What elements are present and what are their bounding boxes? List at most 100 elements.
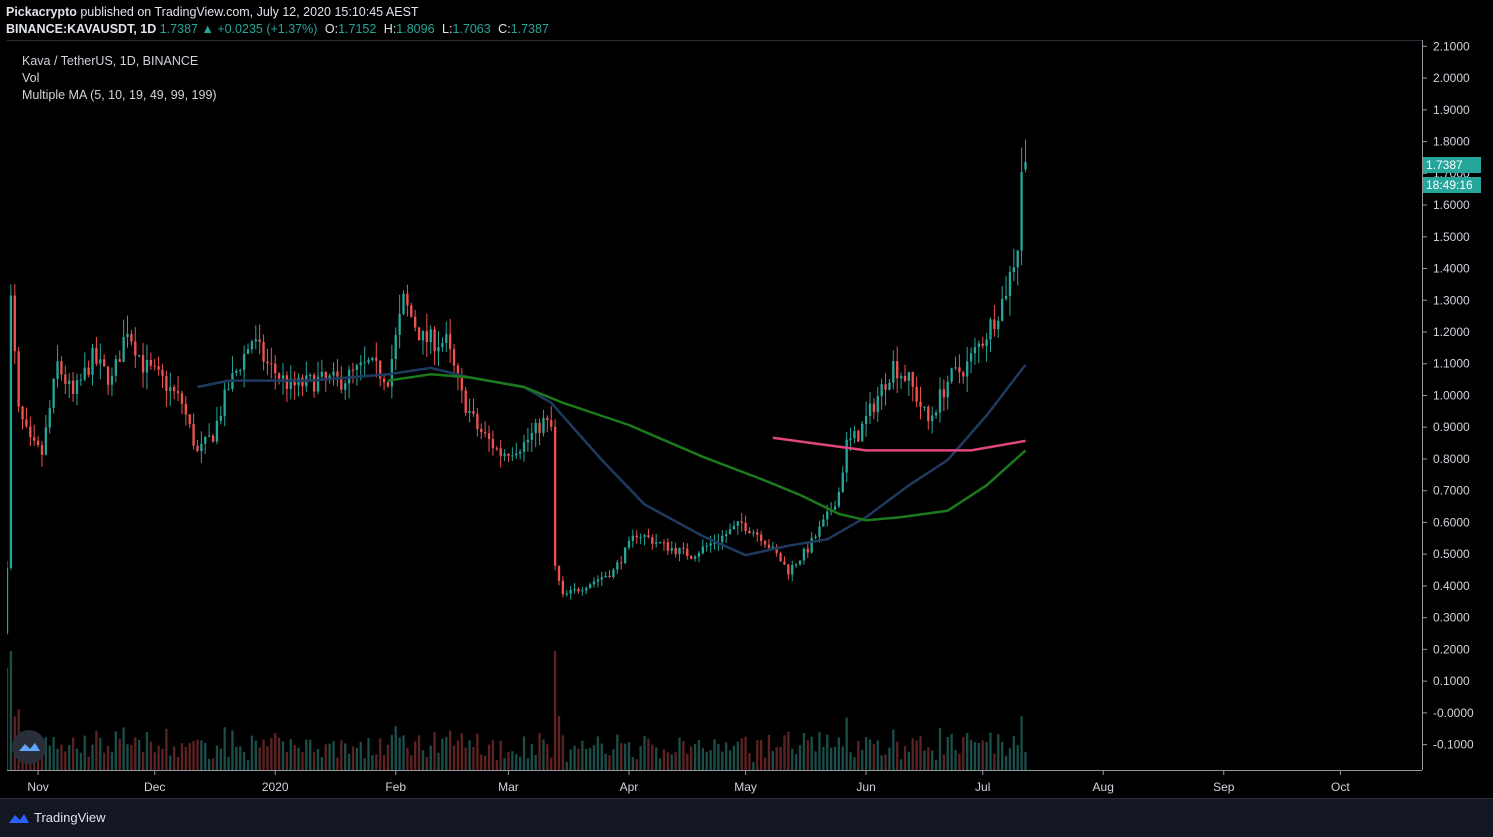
candle-body <box>697 553 701 557</box>
candle-body <box>542 417 545 434</box>
ma-199-line[interactable] <box>772 436 1026 452</box>
volume-bar <box>853 757 856 771</box>
candle-body <box>324 371 327 379</box>
candle-body <box>235 370 238 373</box>
candle-body <box>40 445 44 455</box>
candle-body <box>110 375 114 385</box>
candle-body <box>841 472 844 492</box>
footer-brand[interactable]: TradingView <box>34 810 106 825</box>
candle-body <box>429 329 432 343</box>
volume-bar <box>180 743 184 771</box>
legend-title[interactable]: Kava / TetherUS, 1D, BINANCE <box>22 54 199 68</box>
volume-bar <box>1008 748 1012 771</box>
volume-bar <box>110 751 114 771</box>
candle-body <box>585 588 588 591</box>
volume-bar <box>518 756 522 771</box>
candle-body <box>468 410 471 413</box>
candle-body <box>215 420 219 442</box>
volume-bar <box>868 739 872 771</box>
ma-49-line[interactable] <box>197 363 1027 557</box>
volume-bar <box>145 732 149 771</box>
chart-pane[interactable]: Kava / TetherUS, 1D, BINANCE Vol Multipl… <box>7 40 1422 771</box>
candle-body <box>736 521 739 526</box>
candle-body <box>1020 172 1023 251</box>
candle-body <box>71 380 75 394</box>
volume-bar <box>165 728 168 771</box>
volume-bar <box>635 759 638 771</box>
ohlc-line: BINANCE:KAVAUSDT, 1D 1.7387 ▲ +0.0235 (+… <box>6 22 549 36</box>
volume-bar <box>662 749 666 771</box>
candle-body <box>25 419 28 427</box>
volume-bar <box>670 754 673 771</box>
candle-body <box>892 361 895 383</box>
candle-body <box>565 593 568 595</box>
candle-body <box>425 331 429 343</box>
volume-bar <box>379 738 382 771</box>
publisher-name[interactable]: Pickacrypto <box>6 5 77 19</box>
candle-body <box>17 351 20 407</box>
ma-99-line[interactable] <box>387 373 1027 522</box>
candle-body <box>682 547 685 549</box>
candle-body <box>207 435 211 437</box>
volume-bar <box>153 752 156 771</box>
volume-bar <box>954 749 957 771</box>
candle-body <box>511 455 514 457</box>
volume-bar <box>242 752 246 771</box>
legend-moving-averages[interactable]: Multiple MA (5, 10, 19, 49, 99, 199) <box>22 88 217 102</box>
candle-body <box>938 389 942 413</box>
candle-body <box>868 403 872 416</box>
candle-body <box>690 555 693 559</box>
candle-body <box>810 537 813 553</box>
candle-body <box>355 365 359 370</box>
candle-body <box>686 548 689 556</box>
countdown-badge: 18:49:16 <box>1423 177 1481 193</box>
time-axis[interactable]: Nov Dec 2020 Feb Mar Apr May Jun Jul Aug Sep Oct <box>7 770 1422 799</box>
price-tick-label: 0.2000 <box>1433 642 1470 656</box>
candle-body <box>29 426 32 438</box>
time-tick-label: Apr <box>620 780 639 794</box>
volume-bar <box>658 758 662 771</box>
candle-body <box>752 532 755 534</box>
chart-canvas[interactable] <box>7 41 1422 771</box>
candle-body <box>441 342 444 348</box>
volume-bar <box>616 734 619 771</box>
tradingview-logo-icon[interactable] <box>8 811 30 825</box>
candle-body <box>526 439 530 443</box>
candle-body <box>328 375 331 379</box>
volume-bar <box>56 748 59 771</box>
volume-bar <box>546 744 549 771</box>
time-tick-label: Nov <box>27 780 48 794</box>
candle-body <box>779 553 782 562</box>
candle-body <box>480 428 483 433</box>
volume-bar <box>829 747 833 771</box>
volume-bar <box>48 745 51 771</box>
candle-body <box>118 359 121 362</box>
volume-bar <box>806 740 809 771</box>
price-tick-label: 1.8000 <box>1433 135 1470 149</box>
time-tick-label: Mar <box>498 780 519 794</box>
volume-bar <box>526 758 530 771</box>
volume-bar <box>931 750 934 771</box>
candle-body <box>417 327 421 341</box>
volume-bar <box>950 733 953 771</box>
candle-body <box>91 347 94 375</box>
volume-bar <box>196 739 199 771</box>
volume-bar <box>705 751 708 771</box>
price-axis[interactable]: 2.1000 2.0000 1.9000 1.8000 1.7000 1.6000 1.50… <box>1422 39 1493 770</box>
candle-body <box>394 334 397 360</box>
volume-bar <box>981 740 984 771</box>
volume-bar <box>452 745 456 771</box>
tradingview-bubble-icon[interactable] <box>12 730 46 764</box>
candle-body <box>114 359 118 376</box>
volume-bar <box>592 745 596 771</box>
candle-body <box>1024 162 1027 170</box>
legend-volume[interactable]: Vol <box>22 71 40 85</box>
volume-bar <box>857 740 860 771</box>
candle-body <box>748 530 751 534</box>
price-tick-label: -0.1000 <box>1433 738 1474 752</box>
candle-body <box>837 491 841 507</box>
volume-bar <box>437 752 440 771</box>
candle-body <box>833 506 837 510</box>
candle-body <box>495 448 498 450</box>
volume-bar <box>464 747 467 771</box>
